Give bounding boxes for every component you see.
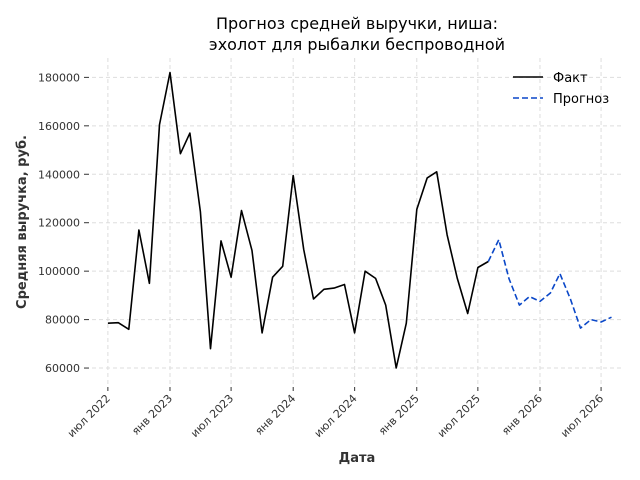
x-axis-label: Дата <box>339 451 376 466</box>
series-line-fact <box>107 71 489 369</box>
x-tick-label: июл 2026 <box>558 392 606 440</box>
grid <box>92 58 622 385</box>
y-tick-label: 120000 <box>38 217 80 230</box>
x-tick-label: янв 2023 <box>129 392 175 438</box>
x-tick-label: янв 2026 <box>499 392 545 438</box>
legend-label-forecast: Прогноз <box>553 92 609 107</box>
y-tick-label: 60000 <box>45 362 80 375</box>
y-tick-label: 140000 <box>38 168 80 181</box>
x-tick-label: июл 2024 <box>312 392 360 440</box>
chart-title-line2: эхолот для рыбалки беспроводной <box>209 35 505 54</box>
y-tick-label: 100000 <box>38 265 80 278</box>
legend-label-fact: Факт <box>553 71 588 86</box>
x-axis-ticks: июл 2022 янв 2023 июл 2023 янв 2024 июл 2024… <box>65 387 606 440</box>
y-axis-ticks: 60000 80000 100000 120000 140000 160000 180000 <box>38 71 89 375</box>
series-line-forecast <box>487 238 612 329</box>
chart-title-line1: Прогноз средней выручки, ниша: <box>216 14 498 33</box>
legend: Факт Прогноз <box>513 71 609 107</box>
y-tick-label: 160000 <box>38 120 80 133</box>
x-tick-label: июл 2025 <box>435 392 483 440</box>
x-tick-label: июл 2022 <box>65 392 113 440</box>
y-tick-label: 80000 <box>45 314 80 327</box>
series-lines <box>107 71 612 369</box>
x-tick-label: янв 2024 <box>253 392 299 438</box>
x-tick-label: янв 2025 <box>376 392 422 438</box>
x-tick-label: июл 2023 <box>188 392 236 440</box>
y-axis-label: Средняя выручка, руб. <box>15 135 30 309</box>
y-tick-label: 180000 <box>38 71 80 84</box>
